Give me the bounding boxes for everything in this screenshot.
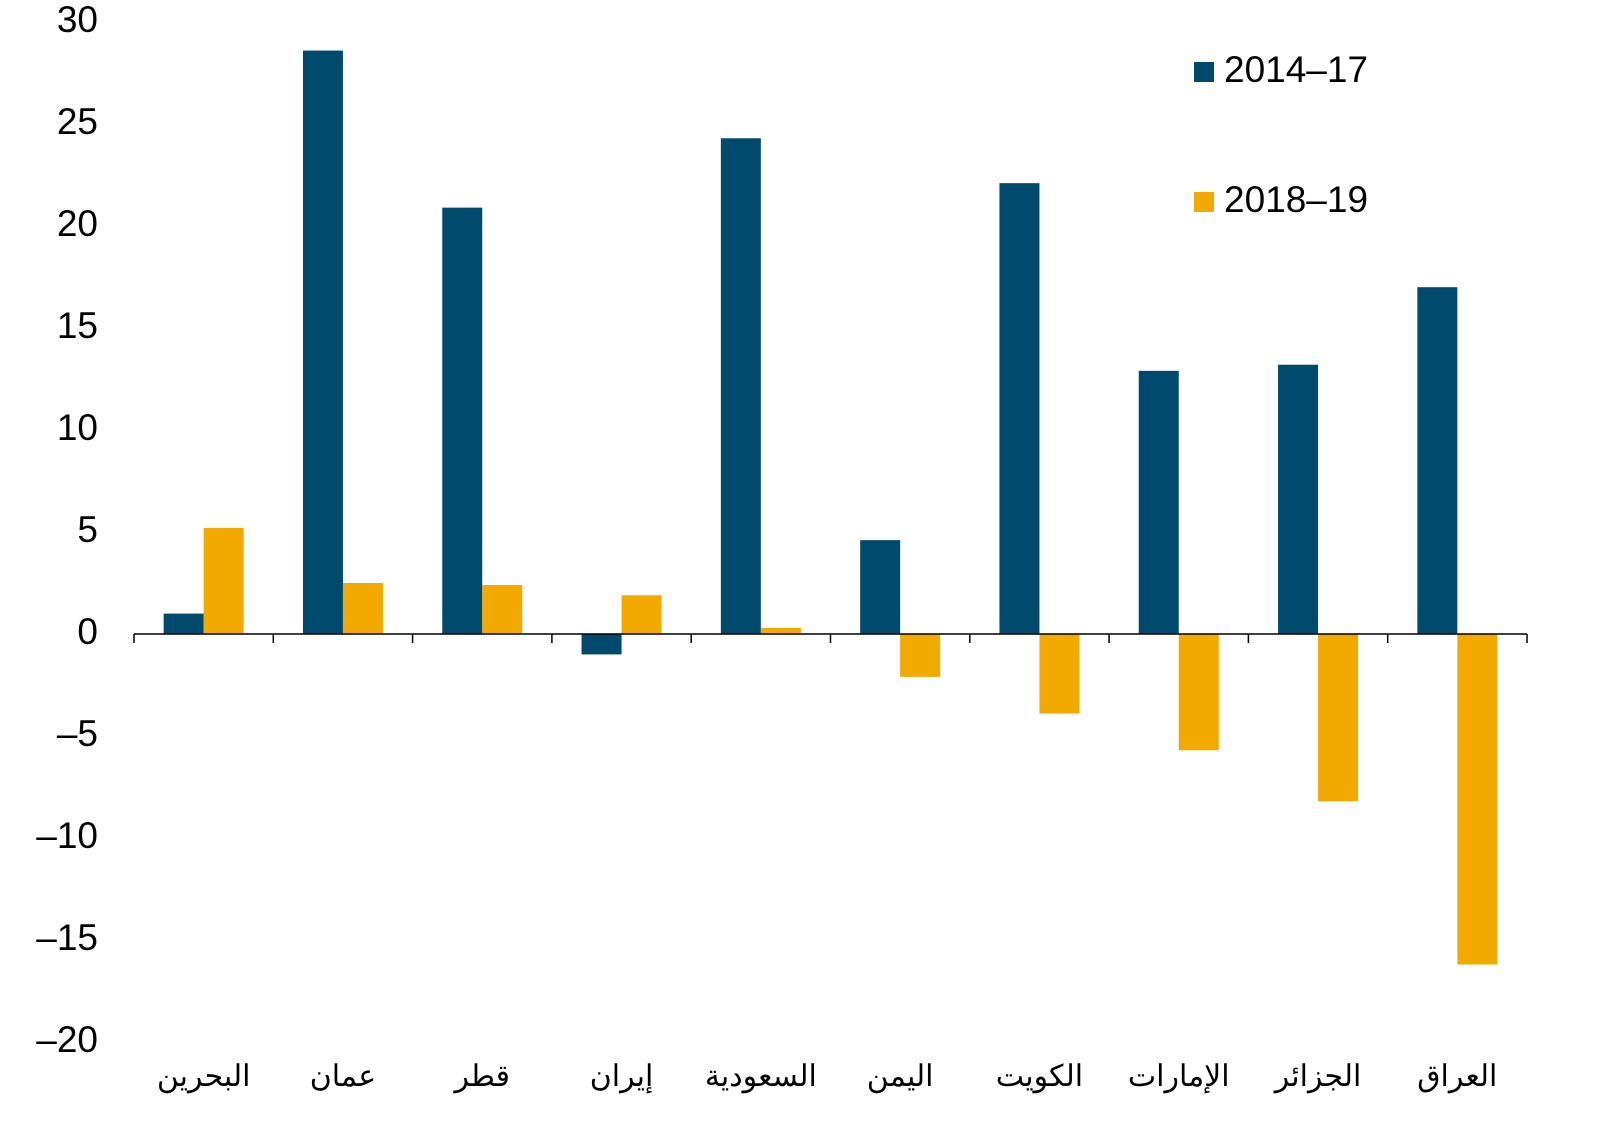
x-tick-label: إيران (590, 1060, 654, 1094)
x-tick-label: البحرين (157, 1060, 251, 1094)
bar (302, 50, 343, 635)
x-tick-label: السعودية (705, 1060, 817, 1094)
bar (203, 527, 244, 634)
bar (342, 583, 383, 634)
legend-label: 2018–19 (1224, 179, 1368, 220)
bar (1278, 364, 1319, 634)
y-tick-label: –20 (36, 1019, 98, 1060)
x-tick-label: الإمارات (1128, 1060, 1230, 1094)
y-tick-label: –10 (36, 815, 98, 856)
bar (1178, 634, 1219, 751)
legend-label: 2014–17 (1224, 49, 1368, 90)
y-tick-label: 25 (57, 101, 98, 142)
bar (482, 585, 523, 634)
bar (720, 138, 761, 634)
legend-swatch (1194, 62, 1214, 82)
y-tick-label: 15 (57, 305, 98, 346)
bar (581, 634, 622, 655)
bar (999, 183, 1040, 634)
y-tick-label: 20 (57, 203, 98, 244)
y-tick-label: 0 (77, 611, 98, 652)
y-tick-label: –5 (57, 713, 98, 754)
bar (1457, 634, 1498, 965)
y-tick-label: –15 (36, 917, 98, 958)
x-tick-label: الجزائر (1273, 1060, 1362, 1094)
x-tick-label: العراق (1417, 1060, 1497, 1094)
bar (900, 634, 941, 677)
bar (760, 627, 801, 634)
bar (1138, 370, 1179, 634)
y-tick-label: 10 (57, 407, 98, 448)
bar (163, 613, 204, 634)
bar (621, 595, 662, 634)
legend-swatch (1194, 192, 1214, 212)
bar (442, 207, 483, 634)
bar (860, 540, 901, 634)
x-tick-label: اليمن (867, 1060, 934, 1094)
y-tick-label: 5 (77, 509, 98, 550)
y-tick-label: 30 (57, 0, 98, 40)
bar (1417, 287, 1458, 634)
x-tick-label: عمان (310, 1060, 376, 1093)
bar (1039, 634, 1080, 714)
x-tick-label: الكويت (996, 1060, 1083, 1094)
bar (1318, 634, 1359, 802)
x-tick-label: قطر (452, 1060, 510, 1094)
